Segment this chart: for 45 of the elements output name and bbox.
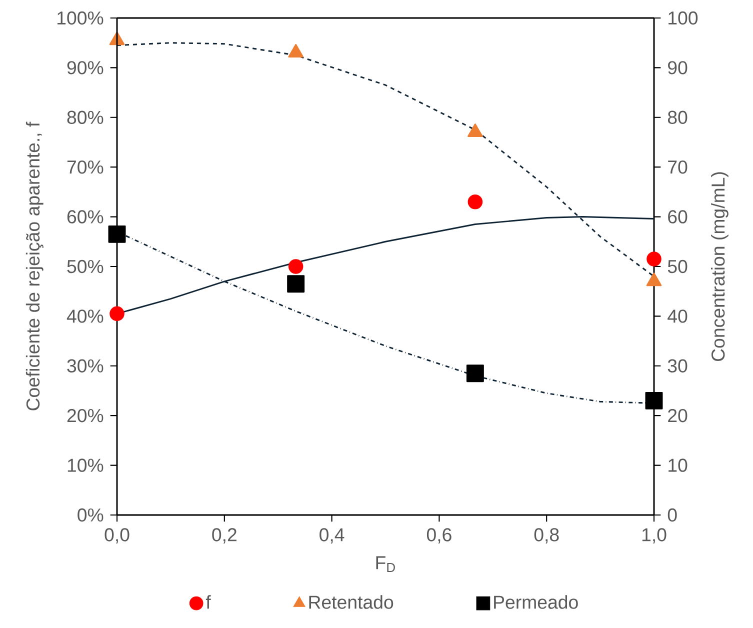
y2-tick-label: 70 bbox=[668, 160, 688, 174]
x-tick-label: 1,0 bbox=[642, 528, 666, 544]
y-tick-label: 40% bbox=[66, 310, 104, 323]
point bbox=[288, 44, 304, 58]
y2-tick-label: 50 bbox=[668, 260, 688, 274]
y-tick-label: 30% bbox=[67, 359, 104, 373]
y2-tick-label: 20 bbox=[668, 408, 688, 422]
legend-label: Retentado bbox=[309, 595, 394, 609]
y2-tick-label: 90 bbox=[668, 61, 688, 74]
legend-label: Permeado bbox=[494, 595, 578, 609]
x-axis-title: F$_{D}$ bbox=[376, 556, 395, 572]
point bbox=[287, 275, 305, 293]
point bbox=[646, 252, 662, 266]
x-tick-label: 0,4 bbox=[320, 528, 344, 544]
x-tick-label: 0,6 bbox=[426, 528, 452, 544]
point bbox=[110, 306, 124, 322]
y-tick-label: 60% bbox=[67, 210, 104, 224]
y-tick-label: 90% bbox=[67, 61, 104, 74]
point bbox=[108, 225, 126, 243]
y2-axis-title: Concentration (mg/mL) bbox=[711, 172, 728, 361]
y2-tick-label: 80 bbox=[668, 110, 688, 124]
point bbox=[646, 272, 662, 286]
x-tick-label: 0,0 bbox=[104, 528, 130, 544]
x-tick-label: 0,8 bbox=[534, 528, 559, 544]
y2-tick-label: 100 bbox=[668, 11, 698, 25]
y2-tick-label: 60 bbox=[668, 210, 688, 224]
point bbox=[288, 259, 304, 274]
y2-tick-label: 40 bbox=[668, 310, 688, 323]
y2-tick-label: 0 bbox=[668, 508, 677, 522]
point bbox=[645, 392, 663, 410]
y-tick-label: 0% bbox=[78, 508, 104, 522]
y-tick-label: 50% bbox=[67, 260, 104, 274]
y-tick-label: 10% bbox=[68, 458, 104, 472]
point bbox=[468, 194, 483, 210]
y2-tick-label: 30 bbox=[668, 359, 688, 372]
y-tick-label: 70% bbox=[67, 160, 104, 174]
y-tick-label: 80% bbox=[67, 110, 104, 124]
y-tick-label: 100% bbox=[58, 11, 104, 25]
legend-label: f bbox=[206, 595, 211, 609]
x-tick-label: 0,2 bbox=[212, 528, 236, 544]
y2-tick-label: 10 bbox=[668, 458, 688, 472]
point bbox=[468, 124, 483, 138]
y-axis-title: Coeficiente de rejeição aparente., f bbox=[26, 122, 44, 410]
point bbox=[466, 364, 484, 382]
y-tick-label: 20% bbox=[67, 408, 104, 422]
